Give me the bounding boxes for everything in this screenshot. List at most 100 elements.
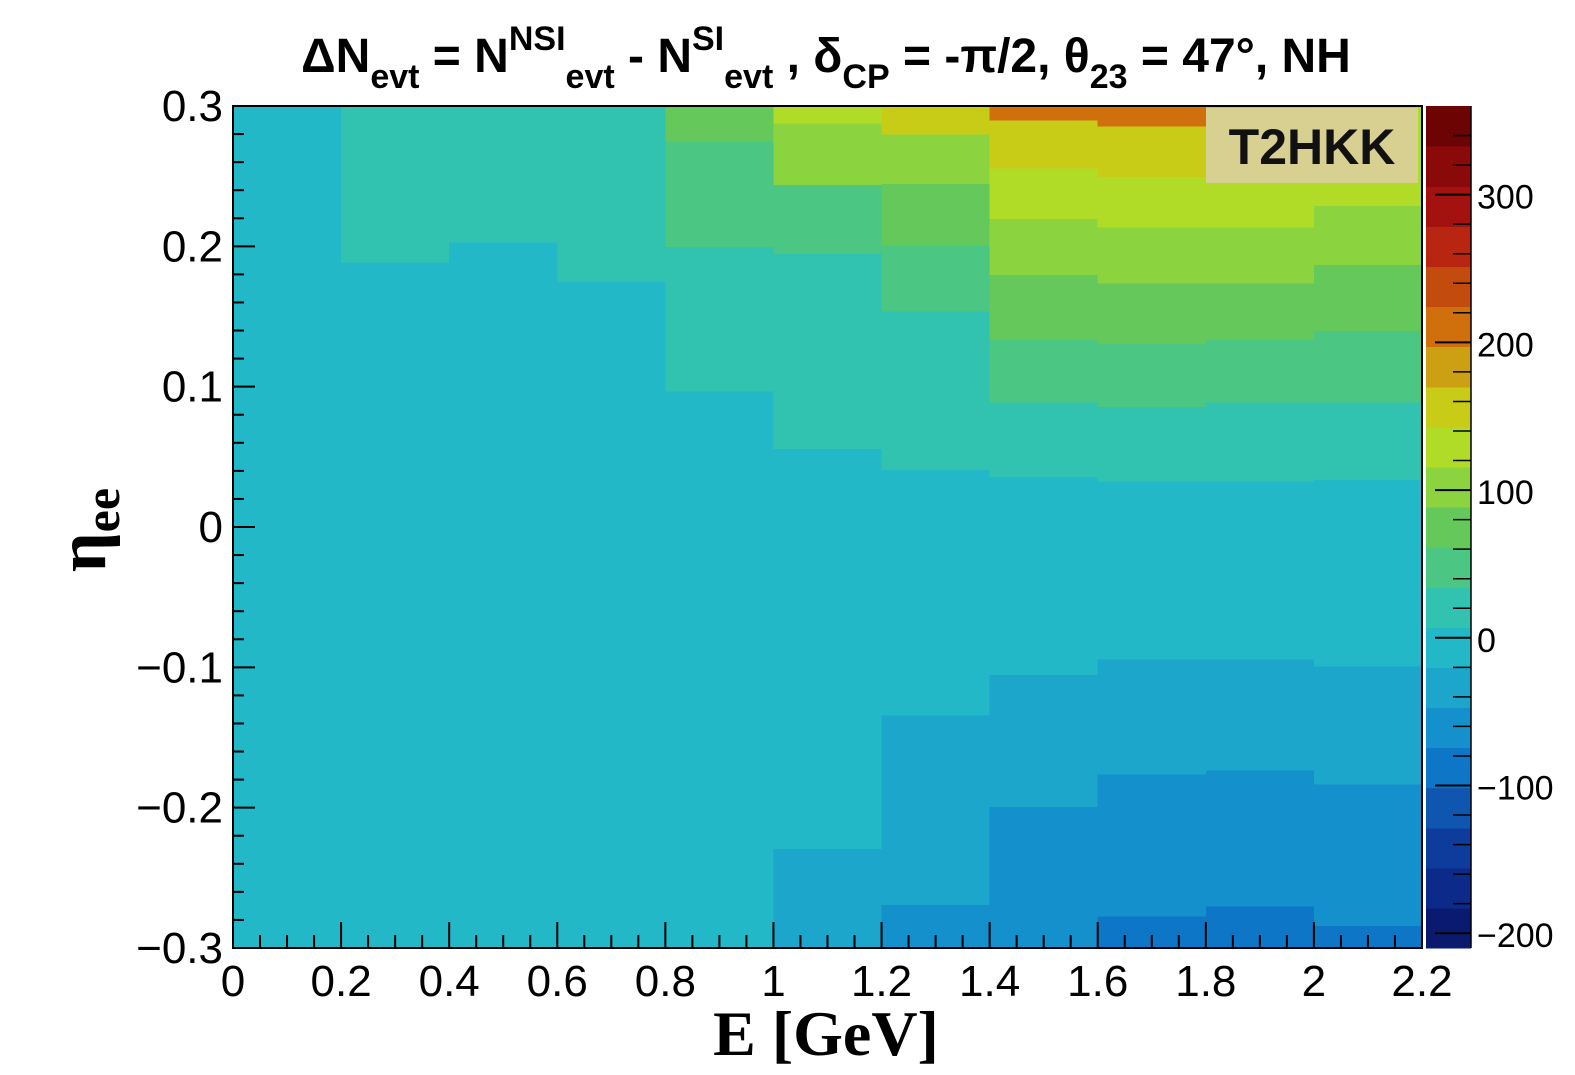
heatmap-cell xyxy=(1205,658,1315,771)
title-part: evt xyxy=(566,58,615,96)
heatmap-cell xyxy=(1097,480,1207,566)
heatmap-cell xyxy=(1313,330,1423,403)
x-tick-label: 1 xyxy=(761,957,785,1006)
title-part: evt xyxy=(370,58,419,96)
color-bar-segment xyxy=(1426,667,1471,709)
heatmap-cell xyxy=(1097,343,1207,407)
color-bar-segment xyxy=(1426,587,1471,628)
color-bar-segment xyxy=(1426,146,1471,187)
heatmap-cell xyxy=(665,246,775,392)
x-tick-label: 0.6 xyxy=(527,957,588,1006)
heatmap-cell xyxy=(1097,406,1207,482)
heatmap-cell xyxy=(1205,282,1315,340)
heatmap-cell xyxy=(1313,264,1423,332)
heatmap-cell xyxy=(989,806,1099,949)
heatmap-cell xyxy=(989,167,1099,219)
heatmap-cell xyxy=(665,679,775,949)
heatmap-cell xyxy=(1205,226,1315,284)
y-tick-label: 0.3 xyxy=(162,82,223,131)
color-bar-tick-label: 0 xyxy=(1477,622,1496,660)
legend-box: T2HKK xyxy=(1206,108,1418,183)
x-tick-label: 0.2 xyxy=(311,957,372,1006)
heatmap-cell xyxy=(1313,479,1423,567)
heatmap-cell xyxy=(341,821,450,949)
color-bar-segment xyxy=(1426,907,1471,949)
heatmap-cell xyxy=(557,106,666,283)
color-bar-segment xyxy=(1426,226,1471,267)
heatmap-cell xyxy=(881,134,991,184)
color-bar-segment xyxy=(1426,186,1471,227)
y-axis-ticks: −0.3 −0.2 −0.1 0 0.1 0.2 0.3 xyxy=(136,82,255,973)
heatmap-cell xyxy=(1313,783,1423,927)
heatmap-cell xyxy=(989,402,1099,478)
color-bar-segment xyxy=(1426,426,1471,468)
color-bar-ticks: −200 −100 0 100 200 300 xyxy=(1435,134,1554,955)
title-part: ΔN xyxy=(301,30,370,83)
heatmap-cell xyxy=(1097,564,1207,660)
y-axis-label-base: η xyxy=(44,532,121,572)
heatmap-cell xyxy=(989,120,1099,169)
heatmap-cell xyxy=(989,274,1099,340)
heatmap-cell xyxy=(557,281,666,949)
heatmap-cell xyxy=(881,106,991,135)
heatmap-cell xyxy=(989,218,1099,275)
legend-box-label: T2HKK xyxy=(1229,119,1396,175)
heatmap-cell xyxy=(881,244,991,312)
heatmap-cell xyxy=(989,674,1099,807)
x-tick-label: 1.4 xyxy=(959,957,1020,1006)
heatmap-cell xyxy=(1205,338,1315,403)
x-axis-label: E [GeV] xyxy=(713,998,939,1069)
color-bar-segment xyxy=(1426,547,1471,588)
title-part: = 47°, NH xyxy=(1128,30,1351,83)
heatmap-cell xyxy=(449,106,558,243)
color-bar-segment xyxy=(1426,106,1471,147)
heatmap-cell xyxy=(1097,282,1207,344)
heatmap-cell xyxy=(1205,176,1315,228)
y-tick-label: 0.2 xyxy=(162,222,223,271)
heatmap-cell xyxy=(1313,205,1423,266)
color-bar-tick-label: −200 xyxy=(1477,917,1554,955)
title-part: 23 xyxy=(1090,58,1128,96)
color-bar-segment xyxy=(1426,787,1471,829)
color-bar-tick-label: 100 xyxy=(1477,474,1534,512)
title-part: SI xyxy=(692,20,724,58)
x-tick-label: 1.6 xyxy=(1067,957,1128,1006)
x-axis-ticks: 0 0.2 0.4 0.6 0.8 1 1.2 1.4 1.6 1.8 2 2.2 xyxy=(221,922,1453,1006)
heatmap-cell xyxy=(1205,564,1315,660)
x-tick-label: 2.2 xyxy=(1391,957,1452,1006)
color-bar-segment xyxy=(1426,346,1471,388)
title-part: NSI xyxy=(509,20,566,58)
heatmap-cell xyxy=(773,448,883,601)
heatmap-cell xyxy=(1313,665,1423,785)
y-tick-label: −0.3 xyxy=(136,924,223,973)
heatmap-cell xyxy=(773,184,883,254)
heatmap-cell xyxy=(341,106,450,263)
y-tick-label: 0.1 xyxy=(162,363,223,412)
x-tick-label: 2 xyxy=(1302,957,1326,1006)
heatmap-cell xyxy=(773,848,883,949)
x-tick-label: 1.8 xyxy=(1175,957,1236,1006)
title-part: evt xyxy=(724,58,773,96)
heatmap-cell xyxy=(341,261,450,823)
title-part: = N xyxy=(419,30,508,83)
color-bar-segment xyxy=(1426,827,1471,869)
heatmap-cell xyxy=(881,598,991,716)
heatmap-cell xyxy=(1097,176,1207,228)
heatmap-cell xyxy=(1313,566,1423,667)
heatmap-cell xyxy=(881,715,991,906)
color-bar-segment xyxy=(1426,747,1471,789)
color-bar-tick-label: 200 xyxy=(1477,326,1534,364)
heatmap-cell xyxy=(773,599,883,849)
heatmap-cell xyxy=(773,253,883,450)
heatmap-cell xyxy=(881,469,991,600)
heatmap-cell xyxy=(449,242,558,783)
heatmap-cell xyxy=(989,106,1099,121)
heatmap-cell xyxy=(989,476,1099,570)
heatmap-cell xyxy=(1205,402,1315,482)
heatmap-cell xyxy=(881,183,991,246)
heatmap-cell xyxy=(665,141,775,247)
chart-title: ΔNevt​ = NNSI​evt​ - NSI​evt​ , δCP​ = -… xyxy=(301,20,1351,96)
color-bar-segment xyxy=(1426,627,1471,668)
color-bar-segment xyxy=(1426,266,1471,308)
